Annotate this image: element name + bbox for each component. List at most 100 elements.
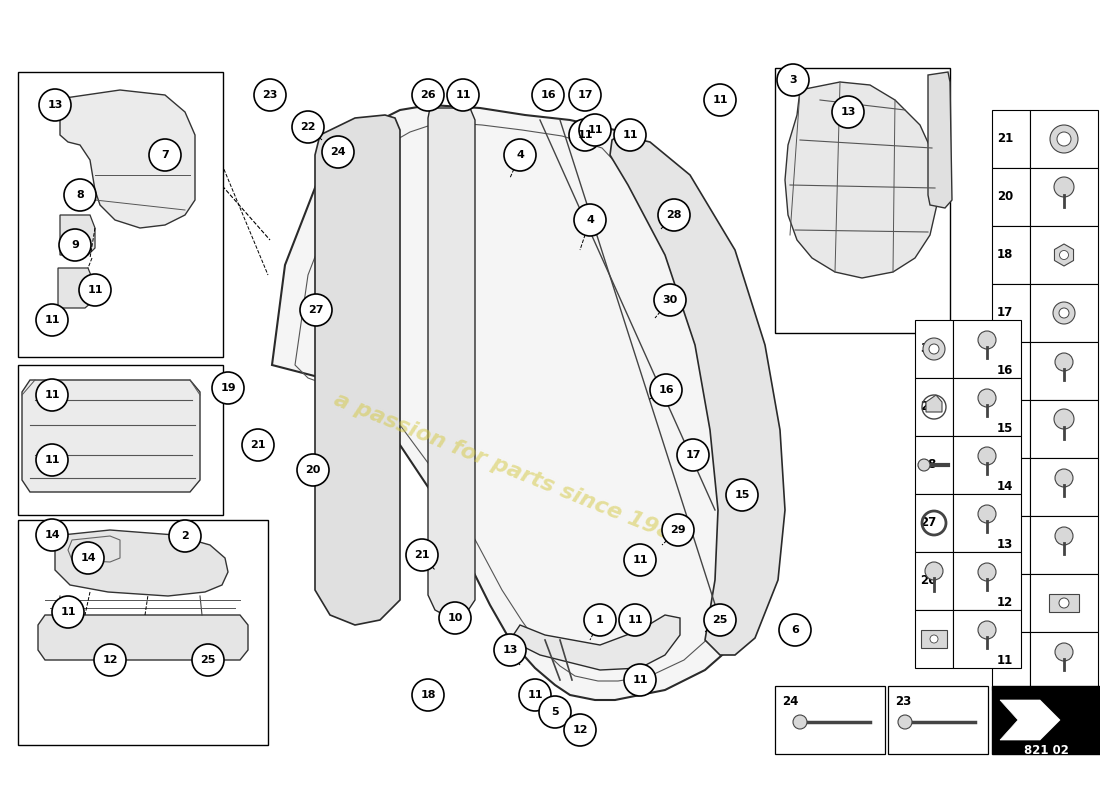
Circle shape [412,679,444,711]
Bar [18,72,223,357]
Text: 17: 17 [578,90,593,100]
Circle shape [539,696,571,728]
Polygon shape [1055,244,1074,266]
Text: 3: 3 [789,75,796,85]
Text: 13: 13 [997,538,1013,551]
Circle shape [292,111,324,143]
Bar [1030,110,1098,168]
Circle shape [662,514,694,546]
Circle shape [658,199,690,231]
Text: 10: 10 [448,613,463,623]
Text: 11: 11 [578,130,593,140]
Circle shape [322,136,354,168]
Circle shape [918,459,930,471]
Text: 17: 17 [685,450,701,460]
Circle shape [39,89,72,121]
Circle shape [212,372,244,404]
Text: 23: 23 [895,695,911,708]
Circle shape [297,454,329,486]
Bar [992,400,1030,458]
Circle shape [978,389,996,407]
Bar [915,552,953,610]
Text: 11: 11 [587,125,603,135]
Circle shape [439,602,471,634]
Text: 24: 24 [330,147,345,157]
Bar [1030,226,1098,284]
Polygon shape [785,82,938,278]
Circle shape [579,114,610,146]
Polygon shape [22,380,200,492]
Circle shape [978,331,996,349]
Bar [992,574,1030,632]
Circle shape [925,562,943,580]
Bar [1030,342,1098,400]
Circle shape [1057,132,1071,146]
Polygon shape [610,135,785,655]
Text: 17: 17 [997,306,1013,319]
Polygon shape [60,90,195,228]
Circle shape [1055,469,1072,487]
Circle shape [978,563,996,581]
Bar [1030,168,1098,226]
Text: 5: 5 [551,707,559,717]
Bar [992,110,1030,168]
Text: 30: 30 [920,342,936,355]
Circle shape [36,304,68,336]
Circle shape [779,614,811,646]
Circle shape [569,79,601,111]
Bar [776,68,950,333]
Circle shape [1053,302,1075,324]
Text: 15: 15 [997,422,1013,435]
Circle shape [654,284,686,316]
Bar [18,365,223,515]
Text: 11: 11 [455,90,471,100]
Text: 18: 18 [420,690,436,700]
Text: 12: 12 [572,725,587,735]
Text: 11: 11 [527,690,542,700]
Text: 19: 19 [220,383,235,393]
Circle shape [532,79,564,111]
Text: 11: 11 [44,315,59,325]
Bar [776,686,886,754]
Text: 12: 12 [102,655,118,665]
Bar [915,494,953,552]
Circle shape [148,139,182,171]
Text: 27: 27 [920,517,936,530]
Circle shape [1054,409,1074,429]
Circle shape [36,379,68,411]
Bar [992,516,1030,574]
Circle shape [169,520,201,552]
Circle shape [676,439,710,471]
Circle shape [614,119,646,151]
Bar [1030,284,1098,342]
Text: 11: 11 [44,390,59,400]
Text: 14: 14 [44,530,59,540]
Text: a passion for parts since 1985: a passion for parts since 1985 [331,390,690,550]
Text: 11: 11 [87,285,102,295]
Text: 6: 6 [791,625,799,635]
Text: 25: 25 [713,615,728,625]
Text: 14: 14 [80,553,96,563]
Text: 821 02: 821 02 [1024,743,1068,757]
Text: 7: 7 [161,150,169,160]
Bar [953,320,1021,378]
Text: 12: 12 [997,597,1013,610]
Text: 9: 9 [72,240,79,250]
Polygon shape [39,615,248,660]
Circle shape [624,664,656,696]
Circle shape [300,294,332,326]
Text: 2: 2 [182,531,189,541]
Text: 13: 13 [47,100,63,110]
Text: 16: 16 [658,385,674,395]
Circle shape [192,644,224,676]
Circle shape [930,344,939,354]
Text: 26: 26 [420,90,436,100]
Circle shape [624,544,656,576]
Bar [915,378,953,436]
Circle shape [447,79,478,111]
Circle shape [64,179,96,211]
Bar [921,630,947,648]
Text: 21: 21 [997,133,1013,146]
Polygon shape [1000,700,1060,740]
Text: 25: 25 [200,655,216,665]
